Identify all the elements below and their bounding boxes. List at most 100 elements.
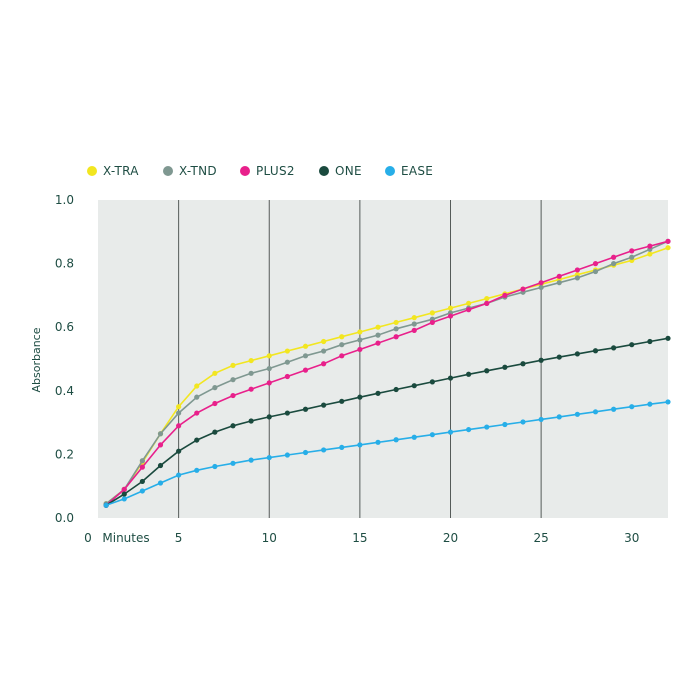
data-point-one bbox=[121, 491, 127, 497]
data-point-one bbox=[266, 414, 272, 420]
legend-marker bbox=[87, 166, 97, 176]
data-point-one bbox=[230, 423, 236, 429]
data-point-x-tnd bbox=[339, 342, 345, 348]
data-point-one bbox=[139, 478, 145, 485]
data-point-plus2 bbox=[629, 248, 635, 254]
data-point-one bbox=[538, 357, 544, 363]
y-tick-label: 0.8 bbox=[55, 257, 74, 271]
data-point-plus2 bbox=[665, 238, 671, 244]
data-point-x-tra bbox=[429, 310, 435, 316]
y-tick-label: 0.2 bbox=[55, 447, 74, 461]
data-point-ease bbox=[212, 463, 218, 470]
data-point-one bbox=[321, 402, 327, 408]
data-point-plus2 bbox=[520, 286, 526, 292]
data-point-x-tnd bbox=[230, 377, 236, 383]
data-point-plus2 bbox=[502, 292, 508, 298]
series-lines bbox=[103, 238, 671, 508]
legend-marker bbox=[163, 166, 173, 176]
data-point-x-tra bbox=[212, 370, 218, 376]
data-point-one bbox=[484, 368, 490, 374]
data-point-ease bbox=[484, 424, 490, 430]
y-axis-ticks: 0.0 0.2 0.4 0.6 0.8 1.0 bbox=[55, 193, 74, 525]
series-ease bbox=[103, 399, 671, 508]
data-point-one bbox=[302, 406, 309, 412]
data-point-one bbox=[375, 390, 381, 396]
data-point-plus2 bbox=[393, 334, 399, 340]
data-point-ease bbox=[321, 447, 327, 453]
data-point-plus2 bbox=[647, 243, 653, 249]
data-point-ease bbox=[447, 429, 454, 435]
plot-background bbox=[98, 200, 668, 518]
data-point-one bbox=[466, 371, 472, 377]
data-point-x-tnd bbox=[284, 359, 290, 365]
data-point-one bbox=[339, 398, 345, 404]
data-point-plus2 bbox=[139, 464, 145, 470]
legend-item-ease: EASE bbox=[385, 164, 433, 178]
data-point-one bbox=[556, 354, 562, 360]
legend-marker bbox=[319, 166, 329, 176]
data-point-plus2 bbox=[556, 273, 562, 279]
data-point-plus2 bbox=[592, 261, 599, 267]
data-point-ease bbox=[574, 411, 580, 417]
data-point-plus2 bbox=[611, 254, 617, 260]
data-point-x-tra bbox=[647, 251, 653, 257]
data-point-plus2 bbox=[248, 386, 254, 392]
data-point-x-tnd bbox=[302, 353, 309, 359]
data-point-x-tra bbox=[447, 305, 454, 311]
data-point-ease bbox=[266, 454, 272, 461]
data-point-plus2 bbox=[538, 280, 544, 286]
data-point-plus2 bbox=[339, 353, 345, 359]
legend-item-x-tra: X-TRA bbox=[87, 164, 139, 178]
data-point-one bbox=[176, 448, 182, 454]
x-tick-label: 10 bbox=[262, 531, 277, 545]
data-point-plus2 bbox=[429, 319, 435, 326]
data-point-x-tra bbox=[393, 319, 399, 326]
data-point-x-tra bbox=[176, 404, 182, 410]
data-point-ease bbox=[647, 401, 653, 407]
y-tick-label: 0.6 bbox=[55, 320, 74, 334]
data-point-x-tnd bbox=[321, 348, 327, 354]
data-point-one bbox=[592, 348, 599, 354]
data-point-plus2 bbox=[357, 346, 363, 353]
data-point-one bbox=[447, 375, 454, 381]
data-point-ease bbox=[157, 480, 164, 486]
data-point-x-tnd bbox=[176, 410, 182, 416]
data-point-ease bbox=[592, 409, 599, 415]
data-point-one bbox=[647, 338, 653, 345]
data-point-one bbox=[194, 437, 200, 443]
data-point-x-tra bbox=[484, 295, 490, 302]
data-point-one bbox=[629, 342, 635, 348]
data-point-ease bbox=[230, 460, 236, 466]
data-point-ease bbox=[502, 421, 508, 428]
data-point-x-tra bbox=[411, 315, 417, 321]
data-point-ease bbox=[248, 457, 254, 463]
data-point-x-tra bbox=[266, 353, 272, 359]
data-point-ease bbox=[357, 442, 363, 448]
data-point-ease bbox=[520, 419, 526, 425]
data-point-x-tra bbox=[665, 245, 671, 251]
data-point-plus2 bbox=[375, 340, 381, 346]
data-point-ease bbox=[284, 452, 290, 458]
data-point-x-tnd bbox=[629, 254, 635, 260]
data-point-plus2 bbox=[230, 392, 236, 399]
series-line-x-tra bbox=[105, 246, 669, 505]
data-point-one bbox=[357, 394, 363, 400]
data-point-plus2 bbox=[157, 442, 164, 448]
data-point-one bbox=[212, 429, 218, 435]
data-point-x-tnd bbox=[357, 337, 363, 343]
data-point-ease bbox=[121, 496, 127, 502]
legend-item-plus2: PLUS2 bbox=[240, 164, 295, 178]
data-point-x-tnd bbox=[157, 431, 164, 437]
data-point-plus2 bbox=[121, 486, 127, 492]
data-point-one bbox=[520, 361, 526, 367]
data-point-x-tnd bbox=[411, 321, 417, 327]
y-tick-label: 1.0 bbox=[55, 193, 74, 207]
data-point-ease bbox=[176, 472, 182, 478]
data-point-x-tnd bbox=[375, 332, 381, 338]
series-line-x-tnd bbox=[105, 240, 669, 505]
y-axis-label: Absorbance bbox=[30, 327, 43, 392]
data-point-one bbox=[429, 379, 435, 385]
data-point-one bbox=[284, 410, 290, 416]
